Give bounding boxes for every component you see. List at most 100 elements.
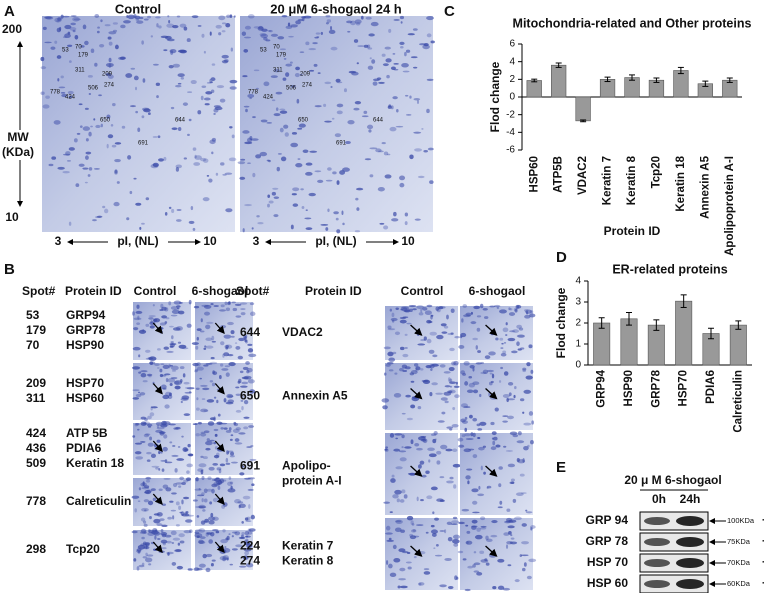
gel-spot [186, 387, 195, 390]
gel-spot [418, 312, 424, 316]
gel-spot [248, 528, 256, 532]
gel-spot [498, 483, 502, 488]
gel-spot [490, 380, 494, 384]
gel-spot [305, 171, 313, 176]
gel-spot [163, 434, 168, 439]
gel-spot [163, 49, 168, 52]
protein-name: protein A-I [282, 474, 342, 488]
gel-spot [392, 494, 399, 499]
spot-label: 778 [248, 90, 259, 96]
gel-spot [403, 494, 408, 499]
gel-spot [272, 187, 279, 190]
gel-spot [313, 63, 318, 67]
gel-spot [295, 66, 300, 71]
gel-spot [325, 14, 331, 18]
protein-name: HSP60 [66, 391, 104, 405]
gel-spot [177, 341, 182, 344]
gel-spot [251, 227, 254, 230]
error-bar [555, 62, 562, 68]
gel-spot [317, 179, 324, 183]
gel-spot [221, 30, 226, 33]
gel-spot [178, 485, 182, 488]
gel-spot [502, 350, 507, 354]
gel-spot [495, 337, 499, 341]
gel-spot [142, 380, 148, 383]
gel-spot [223, 334, 232, 339]
gel-spot [476, 327, 481, 332]
gel-spot [196, 362, 201, 367]
gel-spot [507, 381, 514, 386]
gel-spot [443, 371, 451, 374]
gel-spot [421, 128, 424, 130]
gel-spot [156, 427, 165, 430]
gel-spot [490, 534, 498, 538]
gel-spot [414, 218, 421, 221]
gel-spot [139, 226, 142, 230]
gel-spot [219, 463, 226, 467]
gel-spot [507, 337, 516, 342]
gel-spot [439, 364, 446, 368]
gel-spot [305, 162, 313, 166]
gel-spot [174, 468, 178, 473]
gel-spot [413, 98, 421, 101]
gel-spot [193, 305, 200, 309]
gel-spot [392, 96, 398, 100]
gel-spot [199, 330, 205, 333]
gel-spot [435, 392, 444, 395]
arrow [214, 383, 225, 395]
gel-spot [394, 527, 402, 532]
gel-spot [395, 466, 403, 470]
arrow [485, 324, 498, 336]
gel-spot [429, 392, 433, 397]
gel-image [460, 518, 533, 590]
panel-letter: B [4, 261, 15, 278]
gel-spot [210, 562, 214, 567]
gel-spot [137, 500, 141, 503]
gel-spot [193, 162, 201, 166]
gel-spot [200, 408, 208, 413]
gel-spot [279, 108, 286, 111]
gel-spot [205, 553, 213, 558]
gel-image [385, 433, 458, 515]
error-bar [531, 78, 538, 83]
spot-label: 506 [88, 86, 99, 92]
gel-spot [523, 422, 532, 426]
gel-spot [325, 179, 333, 182]
gel-spot [509, 308, 513, 311]
gel-spot [482, 369, 489, 374]
gel-spot [143, 421, 151, 425]
axis-label: pI, (NL) [117, 234, 158, 248]
gel-spot [136, 548, 142, 552]
gel-spot [418, 582, 425, 586]
gel-spot [194, 155, 202, 160]
gel-spot [225, 457, 229, 463]
gel-spot [186, 470, 190, 474]
gel-spot [324, 120, 332, 123]
gel-spot [517, 334, 525, 338]
gel-spot [201, 498, 204, 503]
gel-spot [506, 541, 513, 545]
gel-spot [290, 85, 296, 88]
gel-spot [132, 366, 141, 370]
gel-spot [243, 426, 249, 430]
gel-spot [506, 397, 509, 403]
gel-spot [138, 354, 141, 358]
gel-spot [169, 500, 174, 503]
protein-name: Annexin A5 [282, 389, 348, 403]
gel-spot [528, 558, 537, 563]
treatment-label: 20 μ M 6-shogaol [624, 473, 721, 487]
gel-spot [363, 110, 368, 114]
gel-spot [353, 107, 360, 111]
gel-spot [446, 480, 454, 484]
gel-spot [413, 535, 420, 538]
gel-spot [92, 219, 97, 222]
gel-spot [201, 398, 206, 400]
gel-spot [486, 369, 494, 373]
gel-spot [431, 382, 438, 386]
gel-spot [454, 575, 458, 581]
y-tick-label: 6 [509, 39, 515, 50]
gel-spot [242, 334, 248, 339]
gel-spot [324, 81, 332, 85]
gel-spot [140, 528, 147, 534]
gel-spot [221, 368, 229, 371]
